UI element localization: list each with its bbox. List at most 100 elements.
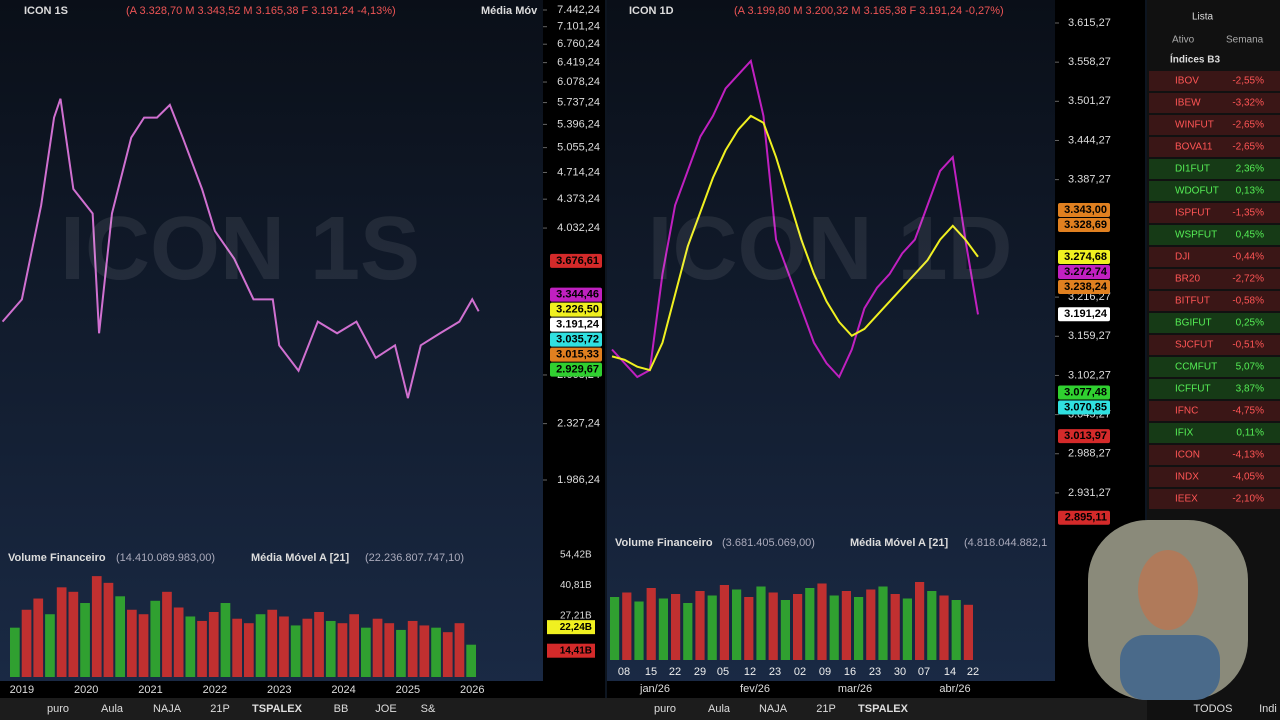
watch-row — [1149, 445, 1280, 465]
badge-label: 3.015,33 — [556, 349, 599, 361]
volume-bar — [407, 620, 418, 677]
col-asset[interactable]: Ativo — [1172, 35, 1195, 46]
tab[interactable]: puro — [47, 703, 69, 715]
x-tick-label: 15 — [645, 666, 657, 678]
watch-row — [1149, 313, 1280, 333]
price-badge — [1058, 385, 1110, 400]
tab[interactable]: puro — [654, 703, 676, 715]
time-axis — [607, 681, 1055, 698]
volume-bar — [695, 591, 705, 660]
watch-row — [1149, 423, 1280, 443]
volume-bar — [634, 601, 644, 660]
asset-change: 0,13% — [1236, 186, 1264, 197]
badge-label: 3.344,46 — [556, 289, 599, 301]
price-line — [611, 58, 979, 379]
tab[interactable]: Aula — [101, 703, 124, 715]
x-tick-label: 12 — [744, 666, 756, 678]
tab[interactable]: BB — [334, 703, 349, 715]
watch-row — [1149, 269, 1280, 289]
volume-value: (3.681.405.069,00) — [722, 537, 815, 549]
indicator[interactable]: Média Móv — [481, 5, 538, 17]
group[interactable]: Índices B3 — [1170, 53, 1220, 66]
tab[interactable]: 21P — [816, 703, 836, 715]
tab[interactable]: TSPALEX — [858, 703, 909, 715]
y-tick-label: 4.714,24 — [557, 166, 600, 178]
asset-name: WSPFUT — [1175, 230, 1217, 241]
badge-label: 3.226,50 — [556, 304, 599, 316]
asset-name: WDOFUT — [1175, 186, 1219, 197]
tab[interactable]: TODOS — [1194, 703, 1233, 715]
badge-label: 2.895,11 — [1065, 512, 1107, 524]
volume-value: (14.410.089.983,00) — [116, 552, 215, 564]
y-tick-label: 3.216,27 — [1068, 291, 1111, 303]
y-tick-label: 6.419,24 — [557, 57, 600, 69]
x-tick-label: 2025 — [396, 684, 420, 696]
x-tick-label: 30 — [894, 666, 906, 678]
asset-change: -2,10% — [1232, 494, 1264, 505]
watch-row — [1149, 357, 1280, 377]
watch-row — [1149, 137, 1280, 157]
volume-bar — [91, 576, 102, 677]
watch-row — [1149, 159, 1280, 179]
y-tick-label: 2.931,27 — [1068, 487, 1111, 499]
asset-name: IBOV — [1175, 76, 1199, 87]
volume-bar — [658, 598, 668, 660]
tab[interactable]: TSPALEX — [252, 703, 303, 715]
left-pane — [0, 0, 543, 698]
volume-bar — [622, 592, 632, 660]
volume-bar — [232, 618, 242, 677]
volume-bar — [314, 611, 324, 677]
tab[interactable]: JOE — [375, 703, 396, 715]
x-tick-label: 22 — [669, 666, 681, 678]
volume-bar — [162, 591, 172, 677]
volume-bar — [707, 595, 717, 660]
volume-bar — [45, 614, 55, 677]
tab[interactable]: Indi — [1259, 703, 1277, 715]
tab[interactable]: 21P — [210, 703, 230, 715]
tab[interactable]: Aula — [708, 703, 731, 715]
y-tick-label: 4.373,24 — [557, 193, 600, 205]
price-badge — [1058, 279, 1110, 294]
asset-change: 2,36% — [1236, 164, 1264, 175]
volume-bar — [267, 609, 278, 677]
asset-change: -2,65% — [1232, 142, 1264, 153]
watch-row — [1149, 203, 1280, 223]
list-title[interactable]: Lista — [1192, 12, 1214, 23]
volume-tick: 40,81B — [560, 580, 592, 591]
volume-bar — [951, 600, 961, 660]
volume-bar — [150, 600, 161, 677]
y-tick-label: 6.760,24 — [557, 38, 600, 50]
symbol[interactable]: ICON 1D — [629, 5, 674, 17]
ma-title: Média Móvel A [21] — [850, 537, 949, 549]
x-tick-label: 23 — [769, 666, 781, 678]
quote: (A 3.328,70 M 3.343,52 M 3.165,38 F 3.19… — [126, 5, 396, 17]
price-badge — [1058, 249, 1110, 264]
volume-bar — [466, 644, 476, 677]
price-badge — [550, 347, 602, 362]
volume-bar — [671, 594, 681, 660]
badge-label: 3.343,00 — [1064, 204, 1107, 216]
month-label: fev/26 — [740, 683, 770, 695]
y-tick-label: 5.396,24 — [557, 118, 600, 130]
month-label: abr/26 — [939, 683, 970, 695]
y-tick-label: 5.055,24 — [557, 142, 600, 154]
volume-bar — [817, 583, 827, 660]
x-tick-label: 23 — [869, 666, 881, 678]
watermark: ICON 1D — [647, 199, 1012, 299]
y-tick-label: 7.101,24 — [557, 21, 600, 33]
y-tick-label: 6.078,24 — [557, 76, 600, 88]
volume-bar — [349, 614, 359, 677]
volume-bar — [841, 591, 851, 660]
price-badge — [550, 302, 602, 317]
volume-bar — [10, 627, 20, 677]
asset-change: 0,25% — [1236, 318, 1264, 329]
symbol[interactable]: ICON 1S — [24, 5, 68, 17]
asset-change: -2,72% — [1232, 274, 1264, 285]
tab[interactable]: NAJA — [153, 703, 182, 715]
asset-name: DI1FUT — [1175, 164, 1210, 175]
tab[interactable]: S& — [421, 703, 436, 715]
tab[interactable]: NAJA — [759, 703, 788, 715]
volume-bar — [372, 618, 383, 677]
col-week[interactable]: Semana — [1226, 35, 1264, 46]
volume-bar — [115, 596, 125, 677]
